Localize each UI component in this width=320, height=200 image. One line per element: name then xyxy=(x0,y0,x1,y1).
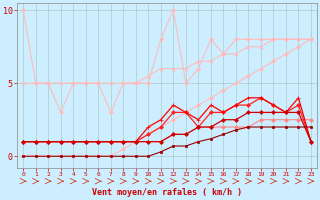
X-axis label: Vent moyen/en rafales ( km/h ): Vent moyen/en rafales ( km/h ) xyxy=(92,188,242,197)
